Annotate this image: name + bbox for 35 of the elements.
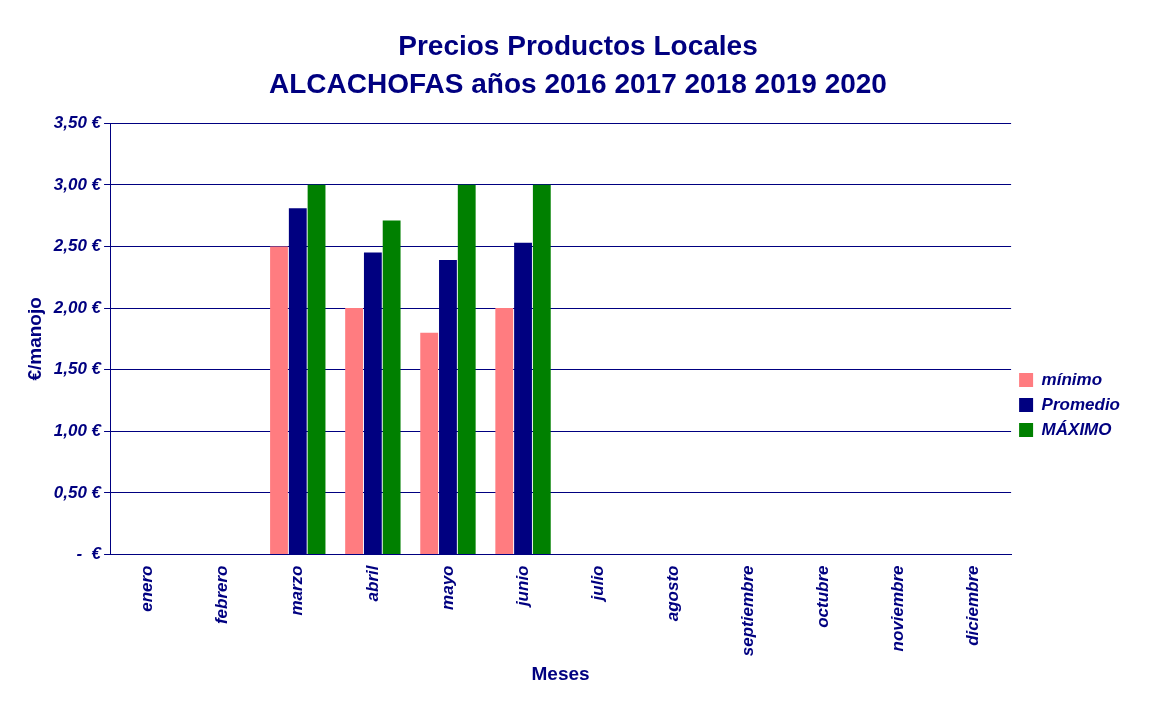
chart-subtitle: ALCACHOFAS años 2016 2017 2018 2019 2020 <box>268 68 888 100</box>
x-tick-label: julio <box>587 565 607 603</box>
x-tick-label: abril <box>362 564 382 602</box>
x-axis-title: Meses <box>531 662 590 684</box>
legend-label: Promedio <box>1041 394 1121 414</box>
bar <box>345 308 364 554</box>
bar <box>495 308 514 554</box>
chart-title: Precios Productos Locales <box>397 30 759 62</box>
y-tick-label: 0,50 € <box>53 482 103 502</box>
bar <box>270 246 288 554</box>
x-tick-label: septiembre <box>737 565 757 657</box>
legend-label: mínimo <box>1041 369 1103 389</box>
x-tick-label: diciembre <box>963 565 983 646</box>
y-tick-label: 2,00 € <box>52 297 103 317</box>
y-axis-title: €/manojo <box>23 297 45 381</box>
x-tick-label: agosto <box>662 565 682 622</box>
bar <box>457 184 476 554</box>
x-tick-label: mayo <box>437 565 457 610</box>
x-tick-label: octubre <box>813 565 833 628</box>
legend-label: MÁXIMO <box>1041 419 1112 439</box>
y-tick-label: 2,50 € <box>52 236 103 256</box>
x-tick-label: noviembre <box>888 565 908 652</box>
y-tick-label: - € <box>76 544 103 564</box>
x-tick-label: enero <box>137 565 157 612</box>
bar <box>532 184 551 554</box>
x-tick-label: junio <box>512 565 532 609</box>
y-tick-label: 1,50 € <box>53 359 103 379</box>
x-tick-label: marzo <box>287 565 307 616</box>
bar <box>420 332 439 554</box>
y-tick-label: 3,00 € <box>53 174 103 194</box>
x-tick-label: febrero <box>212 565 232 625</box>
bar <box>307 184 326 554</box>
y-tick-label: 1,00 € <box>53 420 103 440</box>
bar <box>382 220 401 554</box>
y-tick-label: 3,50 € <box>53 112 103 132</box>
